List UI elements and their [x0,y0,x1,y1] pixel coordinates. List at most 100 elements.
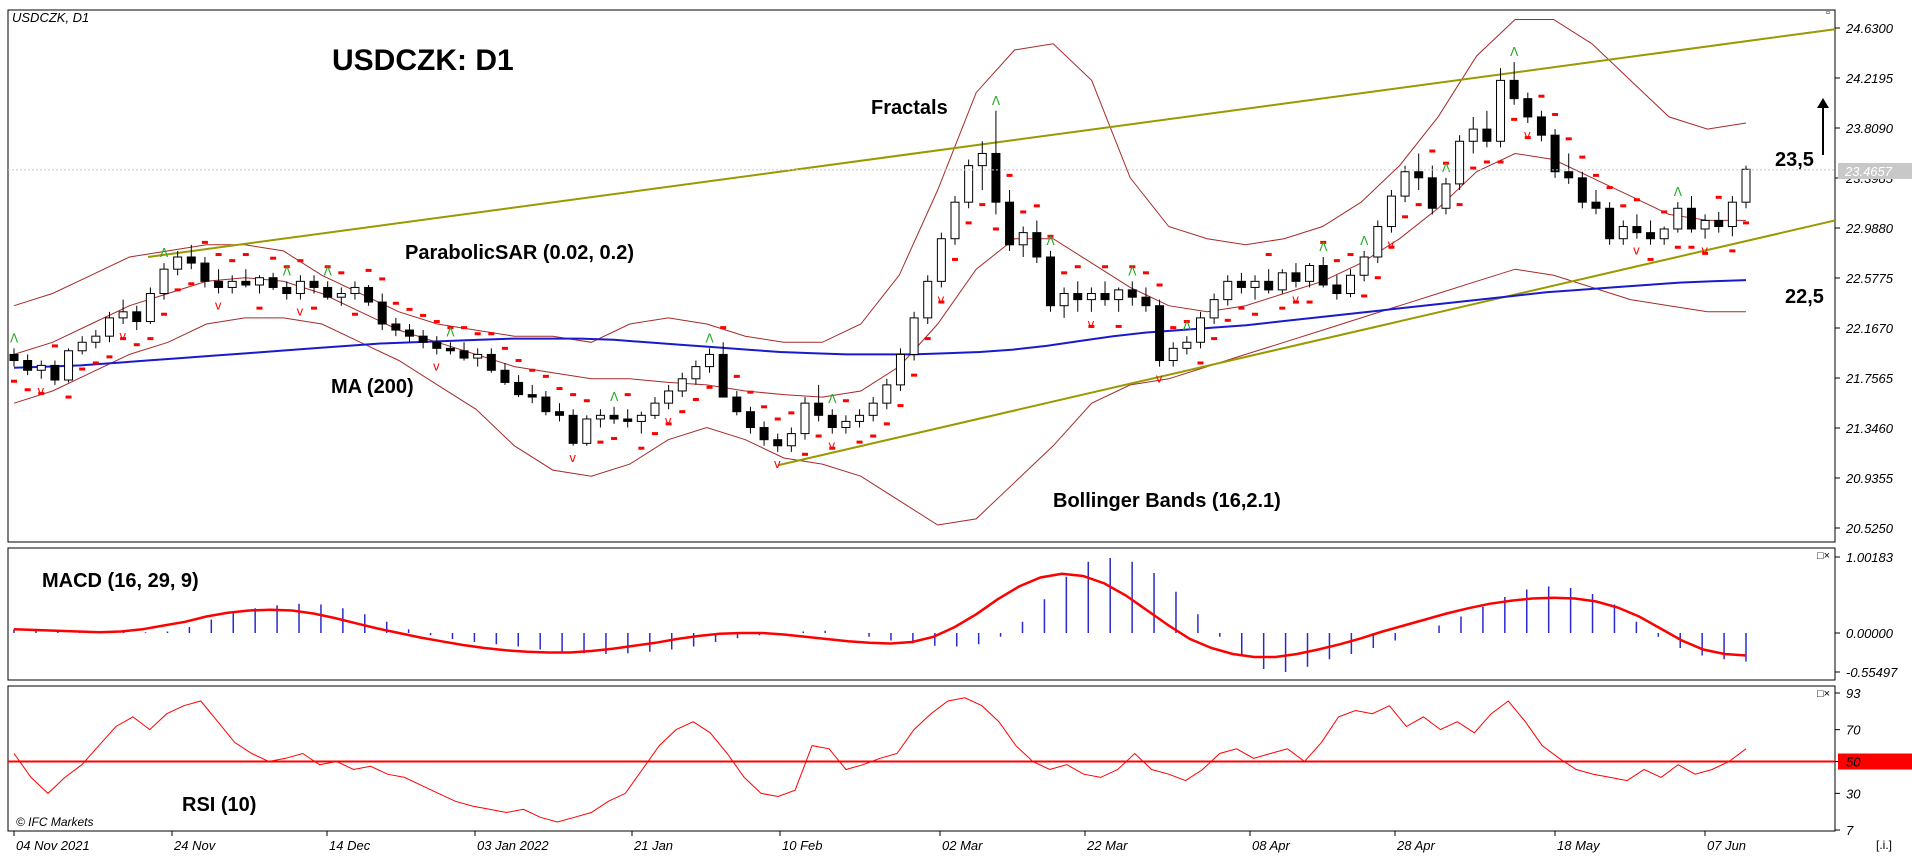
corner-button[interactable]: [.i.] [1876,838,1892,852]
macd-series-layer [13,558,1747,672]
parabolic-sar-dot [1197,361,1204,365]
price-axis-label: 22.1670 [1845,321,1894,336]
candle-body [214,280,224,288]
fractal-down-icon: v [37,384,44,398]
candle-body [1236,280,1246,288]
candle-body [1700,219,1710,230]
fractal-up-icon: Λ [160,246,169,260]
target-high-label: 23,5 [1775,149,1814,171]
fractal-up-icon: Λ [828,392,837,406]
parabolic-sar-dot [1061,271,1068,275]
parabolic-sar-dot [1729,249,1736,253]
parabolic-sar-dot [1592,173,1599,177]
candle-body [1414,171,1424,179]
candle-body [609,414,619,420]
candle-body [77,341,87,352]
parabolic-sar-dot [651,432,658,436]
parabolic-sar-dot [1306,300,1313,304]
rsi-axis-label: 50 [1846,755,1861,770]
parabolic-sar-dot [1033,204,1040,208]
parabolic-sar-dot [924,337,931,341]
fractal-down-icon: v [1633,244,1640,258]
candle-body [1168,347,1178,362]
x-axis-label: 22 Mar [1086,838,1128,853]
target-low-label: 22,5 [1785,286,1824,308]
fractal-down-icon: v [119,329,126,343]
parabolic-sar-dot [392,301,399,305]
candle-body [800,402,810,435]
macd-panel-controls[interactable]: □× [1817,550,1830,562]
parabolic-sar-dot [24,388,31,392]
window-maximize-icon[interactable]: ▫ [1826,7,1830,19]
candle-body [582,418,592,444]
fractal-up-icon: Λ [446,325,455,339]
fractal-up-icon: Λ [10,331,19,345]
parabolic-sar-dot [1579,155,1586,159]
candle-body [991,152,1001,203]
price-axis-label: 21.7565 [1845,371,1894,386]
candle-body [418,335,428,343]
candle-body [1155,305,1165,362]
candle-body [1346,274,1356,295]
candle-body [895,353,905,386]
candle-body [555,411,565,416]
parabolic-sar-dot [624,393,631,397]
parabolic-sar-dot [1743,221,1749,225]
parabolic-sar-dot [1524,136,1531,140]
current-price-tag [1838,163,1912,179]
candle-body [500,369,510,383]
candle-body [1209,299,1219,319]
fractal-up-icon: Λ [1128,264,1137,278]
price-axis-label: 22.5775 [1845,271,1894,286]
candle-body [145,293,155,323]
candle-body [1523,98,1533,118]
candle-body [1591,201,1601,209]
candle-body [1045,256,1055,307]
price-series-layer: Λ Λ Λ Λ Λ Λ Λ Λ Λ Λ Λ Λ Λ Λ Λ Λ Λv v v v v v v v v v v v v v v v v [8,19,1836,526]
candle-body [50,364,60,381]
parabolic-sar-dot [420,313,427,317]
candle-body [1468,128,1478,142]
candle-body [1318,265,1328,286]
candle-body [936,238,946,282]
parabolic-sar-dot [842,399,849,403]
parabolic-sar-dot [529,368,536,372]
fractal-up-icon: Λ [283,264,292,278]
parabolic-sar-dot [1142,271,1149,275]
parabolic-sar-dot [1074,265,1081,269]
candle-body [104,317,114,337]
candle-body [636,414,646,422]
parabolic-sar-dot [215,253,222,257]
candle-body [827,414,837,429]
rsi-panel-controls[interactable]: □× [1817,688,1830,700]
fractal-down-icon: v [215,299,222,313]
parabolic-sar-dot [788,411,795,415]
candle-body [868,402,878,416]
candle-body [377,301,387,325]
parabolic-sar-dot [720,326,727,330]
ma-label: MA (200) [331,376,414,398]
fractal-up-icon: Λ [706,331,715,345]
ma200-line [13,279,1747,369]
candle-body [23,360,33,371]
parabolic-sar-dot [365,268,372,272]
candle-body [909,317,919,355]
candle-body [1264,280,1274,291]
fractal-down-icon: v [1524,128,1531,142]
candle-body [404,329,414,337]
parabolic-sar-dot [556,387,563,391]
candle-body [705,353,715,368]
candle-body [814,402,824,416]
parabolic-sar-dot [1170,326,1177,330]
parabolic-sar-dot [1333,259,1340,263]
parabolic-sar-dot [542,374,549,378]
parabolic-sar-dot [829,446,836,450]
candle-body [118,311,128,319]
parabolic-sar-dot [815,434,822,438]
parabolic-sar-dot [133,343,140,347]
price-axis-label: 23.8090 [1845,121,1894,136]
parabolic-sar-dot [1347,253,1354,257]
candle-body [1727,201,1737,228]
candle-body [1427,177,1437,209]
fractal-up-icon: Λ [1674,185,1683,199]
